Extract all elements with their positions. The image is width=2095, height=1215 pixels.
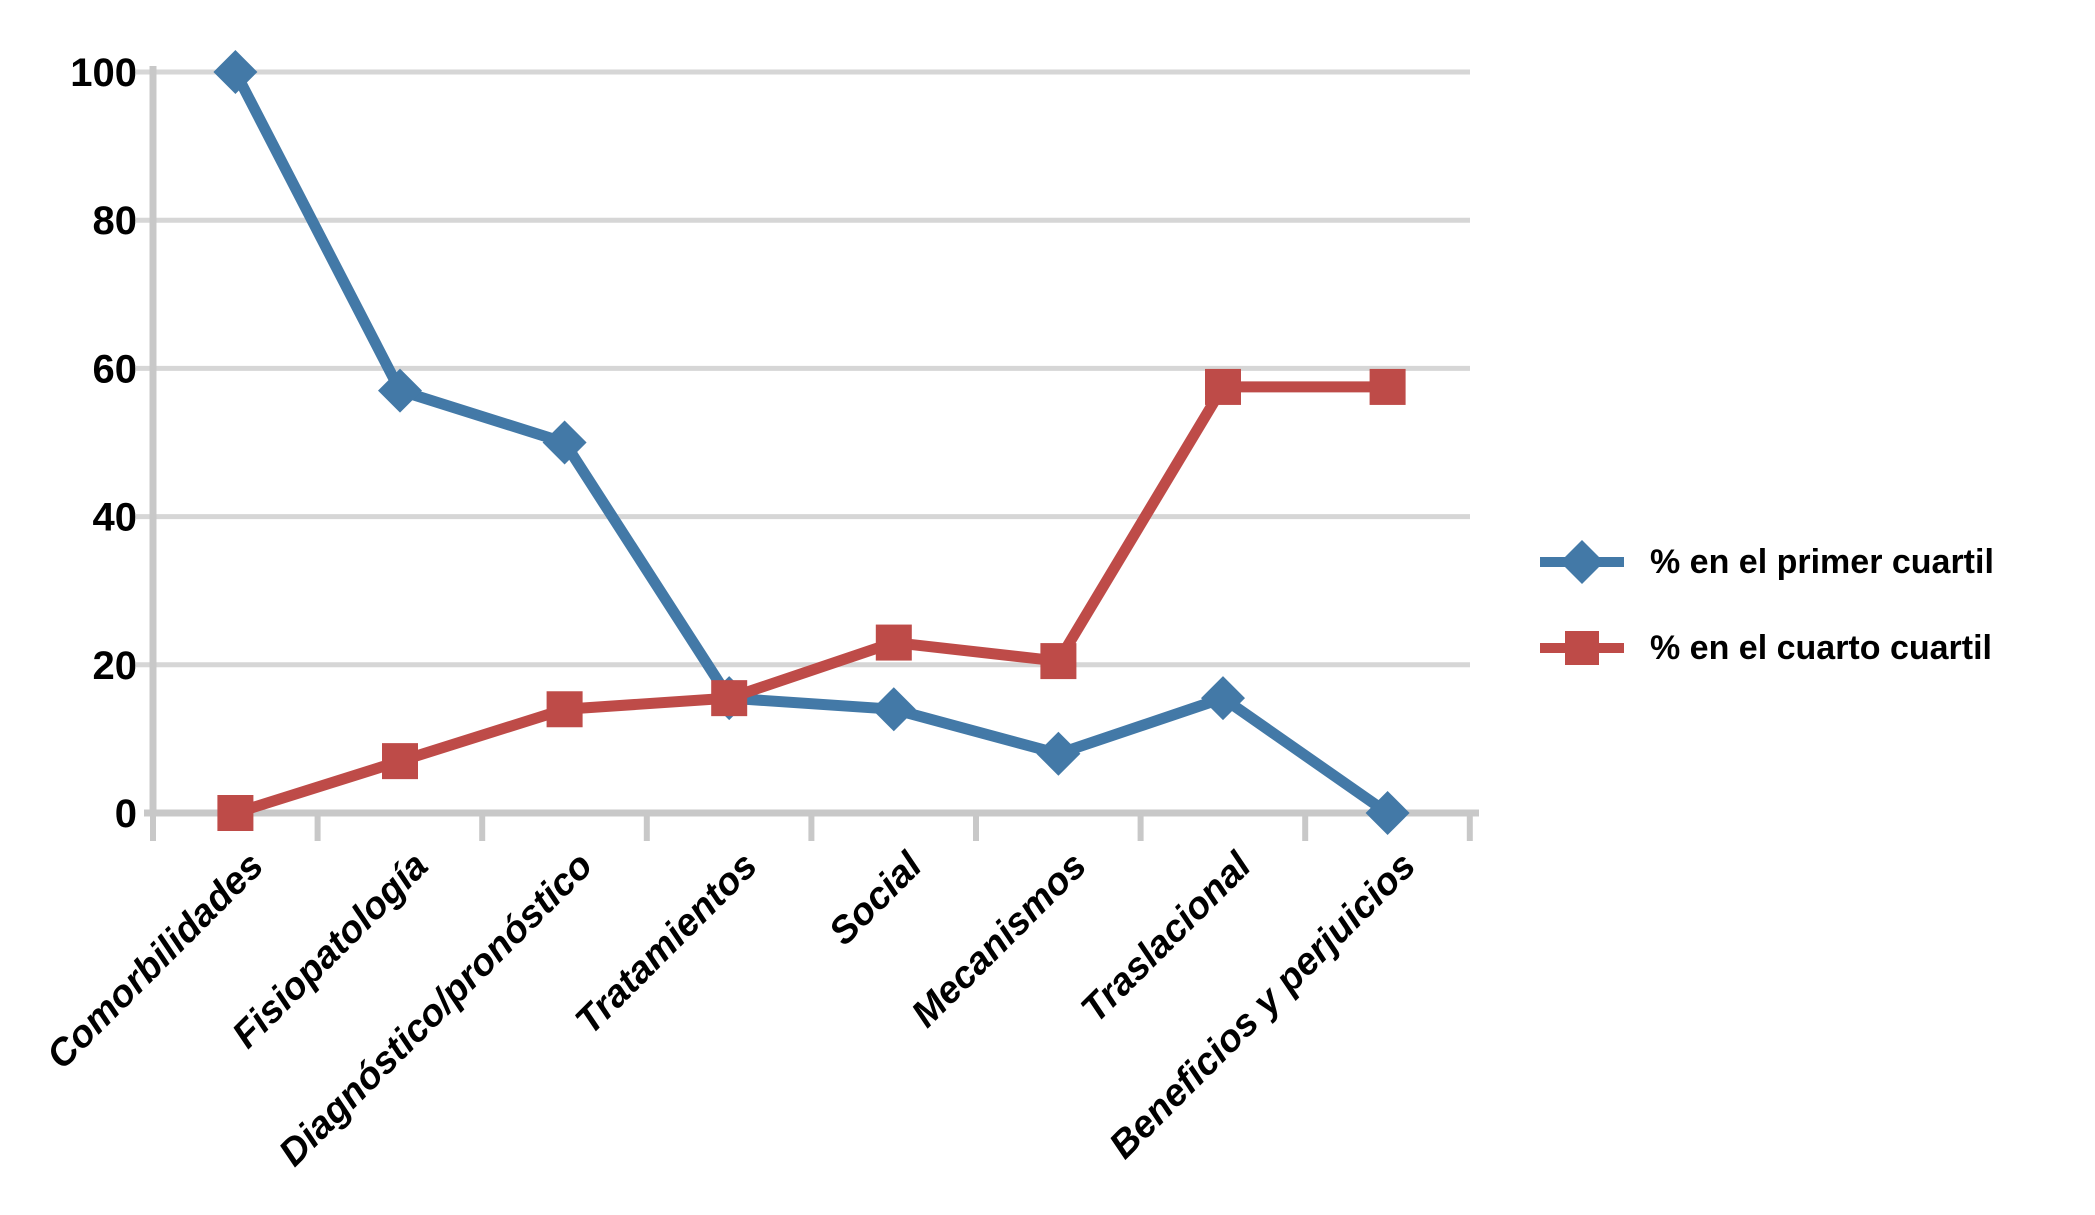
marker-square <box>1040 643 1077 680</box>
marker-square <box>711 680 748 717</box>
x-category-label: Comorbilidades <box>39 845 272 1078</box>
legend-item-primer-cuartil: % en el primer cuartil <box>1540 538 1994 586</box>
marker-diamond <box>871 687 916 732</box>
marker-diamond <box>213 50 258 94</box>
marker-square <box>546 691 583 728</box>
x-category-label: Social <box>821 844 931 954</box>
legend-label-primer-cuartil: % en el primer cuartil <box>1650 543 1994 581</box>
marker-diamond <box>1036 731 1081 776</box>
y-tick-label: 80 <box>93 199 138 243</box>
legend: % en el primer cuartil % en el cuarto cu… <box>1540 538 1994 672</box>
marker-diamond <box>1201 676 1245 721</box>
legend-marker-diamond-icon <box>1540 540 1624 584</box>
marker-square <box>1205 368 1241 405</box>
marker-square <box>382 743 418 780</box>
legend-marker-square-icon <box>1540 631 1624 665</box>
x-category-label: Diagnóstico/pronóstico <box>271 845 601 1175</box>
marker-square <box>217 795 254 831</box>
marker-diamond <box>1365 791 1410 835</box>
y-tick-label: 60 <box>93 347 138 391</box>
marker-diamond <box>542 420 587 465</box>
series-line-cuarto-cuartil <box>233 381 1388 819</box>
marker-square <box>875 624 912 661</box>
legend-item-cuarto-cuartil: % en el cuarto cuartil <box>1540 624 1994 672</box>
x-category-label: Mecanismos <box>904 845 1095 1036</box>
y-tick-label: 0 <box>115 792 137 836</box>
x-category-label: Traslacional <box>1073 844 1260 1031</box>
marker-square <box>1369 368 1406 405</box>
series-line-primer-cuartil <box>230 69 1391 818</box>
y-tick-label: 20 <box>93 644 138 688</box>
y-tick-label: 100 <box>70 51 137 95</box>
y-tick-label: 40 <box>93 496 138 540</box>
marker-diamond <box>378 368 422 413</box>
legend-label-cuarto-cuartil: % en el cuarto cuartil <box>1650 629 1992 667</box>
x-category-label: Beneficios y perjuicios <box>1102 845 1424 1167</box>
